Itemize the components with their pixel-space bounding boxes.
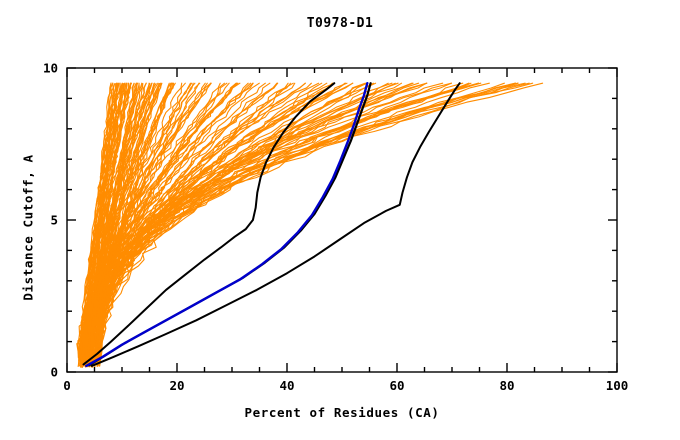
prediction-curve (85, 83, 116, 366)
x-tick-label: 100 (605, 378, 629, 393)
prediction-curve (90, 82, 151, 359)
x-tick-label: 40 (279, 378, 295, 393)
x-tick-label: 0 (63, 378, 71, 393)
x-axis-label: Percent of Residues (CA) (244, 405, 440, 420)
axis-frame (66, 67, 618, 373)
highlight-curves-group (82, 82, 461, 368)
y-tick-label: 5 (50, 212, 58, 228)
highlight-curve-black-left (82, 82, 336, 366)
highlight-curve-blue-reference (85, 82, 369, 368)
prediction-curve (89, 83, 140, 358)
highlight-curve-black-right (90, 82, 461, 367)
x-tick-label: 80 (499, 378, 515, 393)
prediction-curves-group (76, 82, 544, 368)
prediction-curve (93, 83, 155, 363)
y-axis-label: Distance Cutoff, A (20, 154, 36, 301)
page-title: T0978-D1 (306, 16, 374, 31)
prediction-curve (92, 82, 490, 365)
x-tick-label: 60 (389, 378, 405, 393)
y-tick-label: 0 (50, 364, 58, 380)
prediction-curve (96, 83, 155, 365)
prediction-curve (81, 82, 453, 366)
prediction-curve (99, 82, 544, 362)
prediction-curve (81, 83, 123, 367)
y-tick-label: 10 (42, 60, 58, 76)
prediction-curve (86, 83, 151, 366)
prediction-curve (98, 82, 516, 363)
x-tick-label: 20 (169, 378, 185, 393)
